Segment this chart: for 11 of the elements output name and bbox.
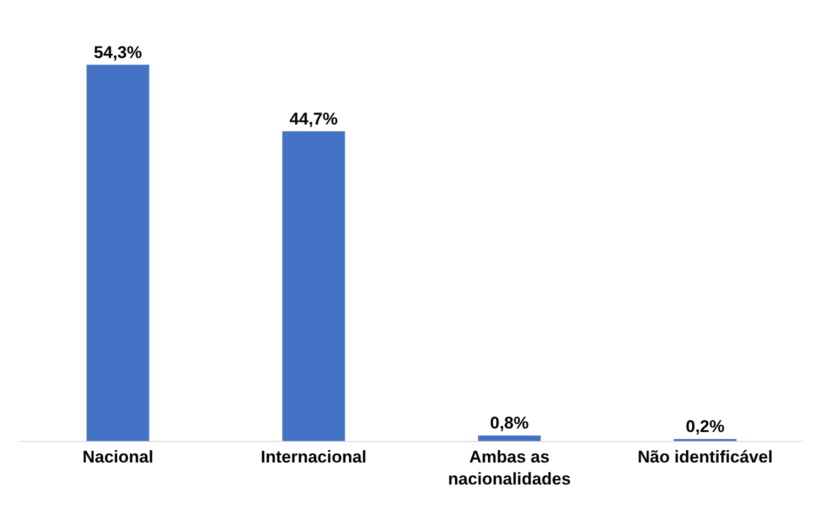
data-label: 44,7% — [290, 109, 338, 128]
x-tick-label: Nacional — [82, 447, 154, 466]
data-label: 0,2% — [686, 417, 724, 436]
x-tick-label: Ambas as nacionalidades — [448, 447, 571, 488]
bar — [86, 64, 150, 441]
data-label: 0,8% — [490, 413, 529, 432]
x-tick-label: Internacional — [260, 447, 367, 466]
data-label: 54,3% — [94, 42, 142, 62]
x-tick-label: Não identificável — [638, 447, 773, 466]
bar — [478, 435, 541, 441]
bar — [282, 131, 345, 441]
